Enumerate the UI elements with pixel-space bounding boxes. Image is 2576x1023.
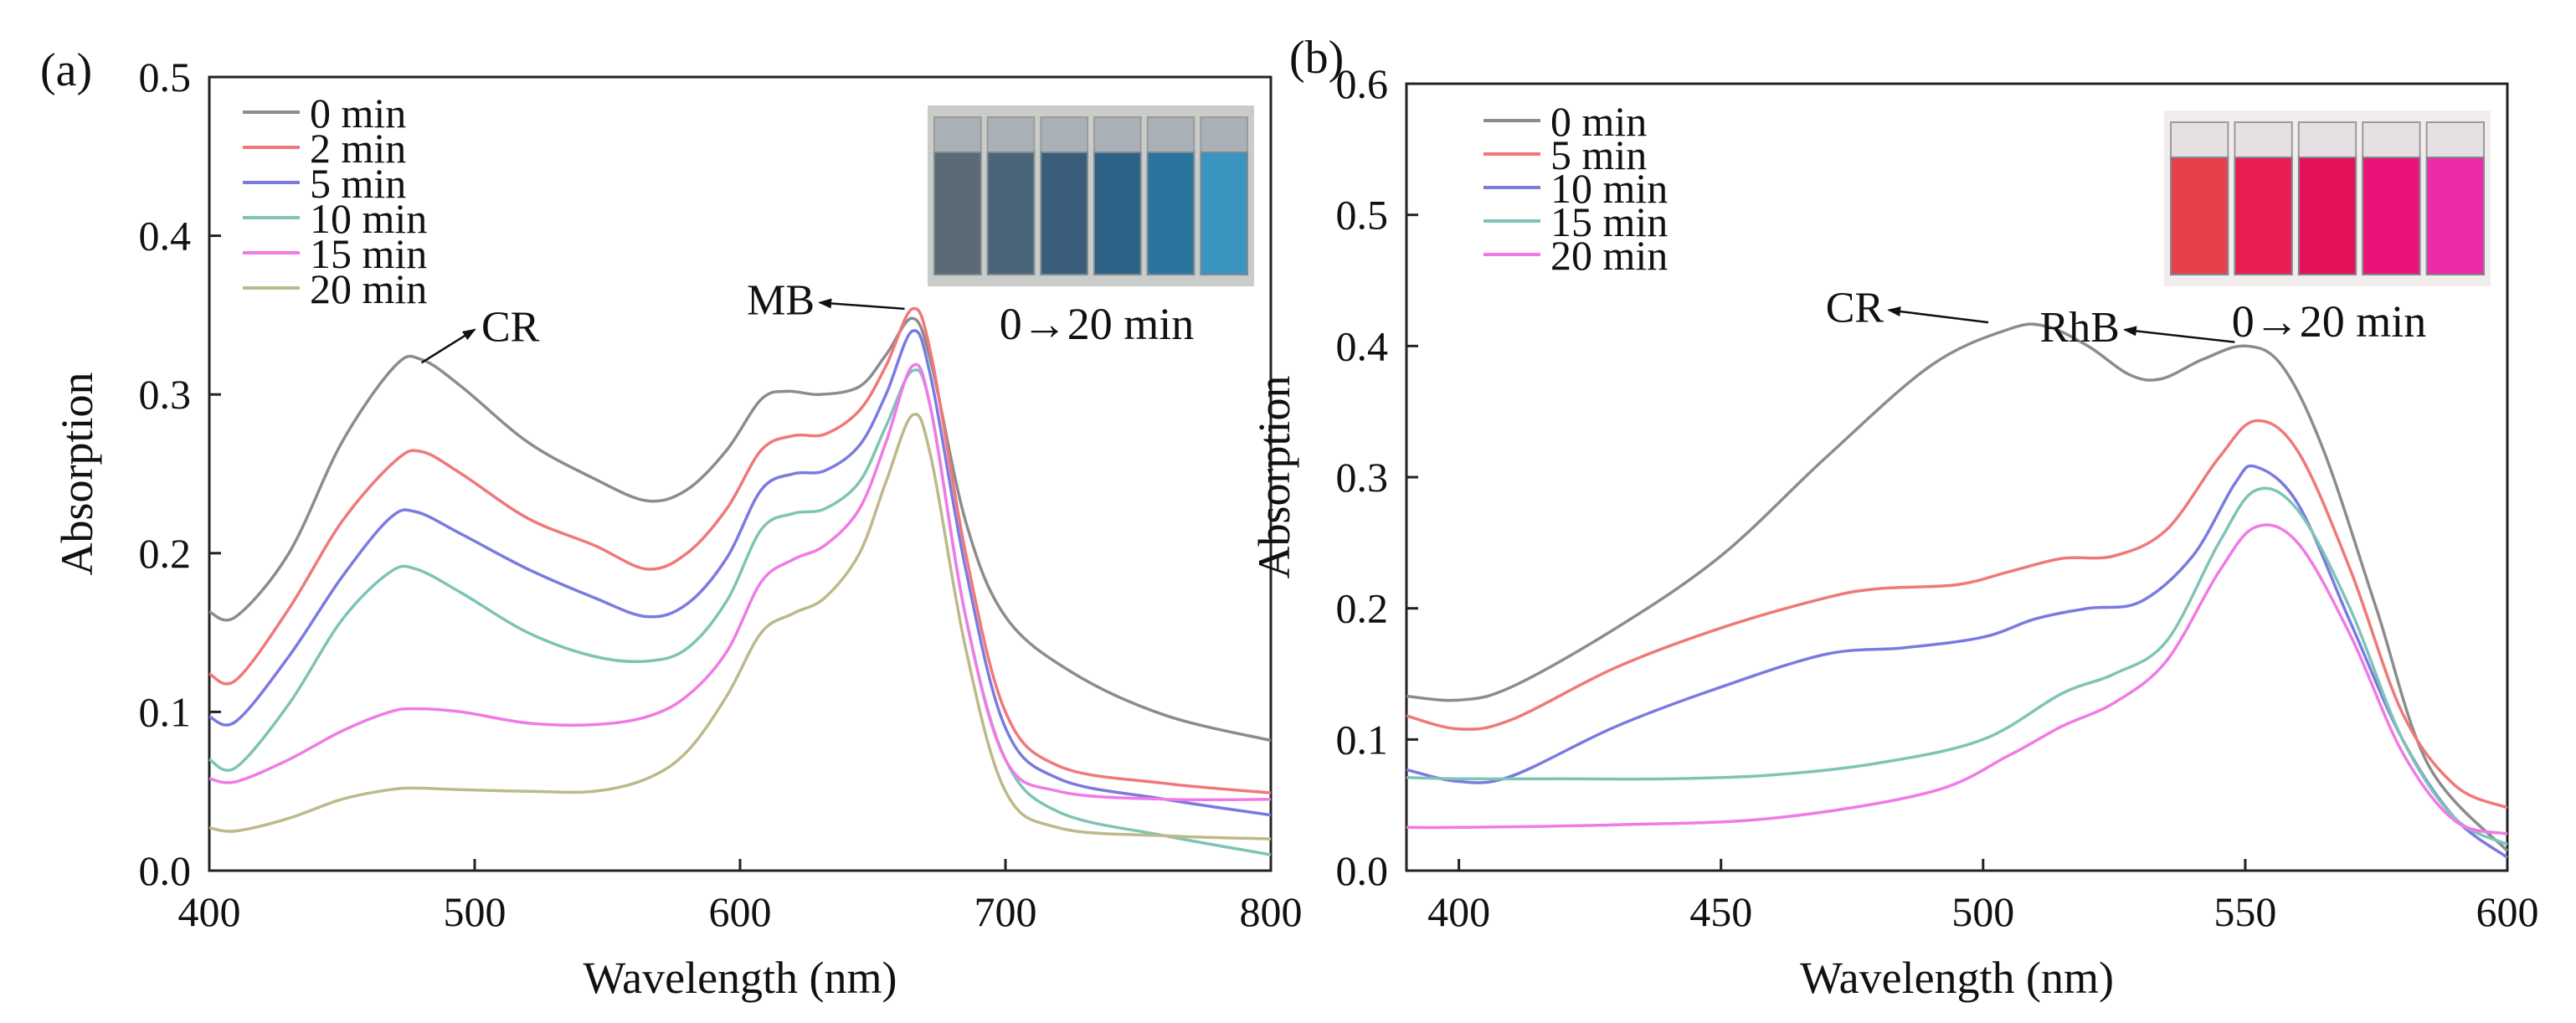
vial-cap-b-4 (2425, 121, 2486, 158)
annotation-arrow-b-1 (2122, 326, 2235, 343)
x-tick-label-550: 550 (2214, 888, 2276, 935)
series-line-a-5 (208, 413, 1272, 841)
vial-cap-b-2 (2297, 121, 2357, 158)
y-axis-title-b: Absorption (1249, 376, 1299, 579)
annotation-label-b-1: RhB (2040, 304, 2120, 352)
series-line-b-2 (1406, 464, 2509, 859)
x-tick-label-600: 600 (2476, 888, 2539, 935)
vial-cap-a-0 (933, 116, 982, 153)
x-tick-label-700: 700 (974, 888, 1037, 935)
x-tick-label-600: 600 (709, 888, 772, 935)
vial-cap-a-1 (986, 116, 1036, 153)
series-line-a-0 (208, 316, 1272, 743)
annotation-label-b-0: CR (1826, 284, 1884, 332)
series-line-b-4 (1406, 523, 2508, 835)
x-tick-label-500: 500 (1951, 888, 2014, 935)
legend-label-a-3: 10 min (310, 195, 427, 242)
legend-label-b-1: 5 min (1550, 131, 1647, 178)
y-tick-label-5: 0.5 (139, 54, 192, 100)
x-tick-label-800: 800 (1240, 888, 1303, 935)
inset-caption-b: 0→20 min (2232, 296, 2427, 347)
annotation-label-a-0: CR (481, 304, 540, 352)
legend-label-a-5: 20 min (310, 265, 427, 312)
legend-label-a-0: 0 min (310, 90, 406, 136)
vial-a-3 (1093, 152, 1142, 275)
legend-label-a-1: 2 min (310, 125, 406, 172)
vial-cap-a-3 (1093, 116, 1142, 153)
vial-cap-a-5 (1200, 116, 1249, 153)
legend-label-a-4: 15 min (310, 230, 427, 277)
y-tick-label-1: 0.1 (1336, 716, 1389, 763)
legend-label-b-0: 0 min (1550, 98, 1647, 145)
x-tick-label-400: 400 (178, 888, 241, 935)
legend-label-a-2: 5 min (310, 160, 406, 207)
x-tick-label-500: 500 (444, 888, 506, 935)
annotation-label-a-1: MB (747, 276, 815, 324)
series-line-a-4 (208, 362, 1272, 802)
y-tick-label-5: 0.5 (1336, 192, 1389, 239)
vial-a-2 (1040, 152, 1089, 275)
y-tick-label-3: 0.3 (1336, 454, 1389, 501)
y-axis-title-a: Absorption (52, 373, 102, 576)
annotation-arrow-a-0 (420, 328, 476, 364)
series-line-b-1 (1406, 419, 2508, 810)
y-tick-label-2: 0.2 (1336, 585, 1389, 632)
series-line-b-3 (1406, 486, 2508, 846)
annotation-arrow-a-1 (818, 298, 905, 311)
series-line-a-2 (208, 329, 1272, 817)
chart-panel-a: 400 500 600 700 800 0.0 0.1 0.2 0.3 0.4 0.5 Wavelen… (40, 44, 1303, 1003)
vial-b-4 (2425, 157, 2486, 275)
inset-photo-a (928, 105, 1254, 286)
y-tick-label-3: 0.3 (139, 371, 192, 418)
y-tick-label-4: 0.4 (1336, 322, 1389, 369)
vial-a-1 (986, 152, 1036, 275)
y-tick-label-1: 0.1 (139, 688, 192, 735)
vial-a-0 (933, 152, 982, 275)
y-tick-label-0: 0.0 (139, 847, 192, 894)
vial-b-3 (2362, 157, 2421, 275)
vial-b-1 (2234, 157, 2293, 275)
y-tick-label-2: 0.2 (139, 530, 192, 577)
legend-label-b-4: 20 min (1550, 232, 1668, 279)
vial-cap-b-3 (2362, 121, 2421, 158)
vial-cap-a-2 (1040, 116, 1089, 153)
inset-caption-a: 0→20 min (1000, 299, 1195, 349)
vial-a-5 (1200, 152, 1249, 275)
chart-panel-b: 400 450 500 550 600 0.0 0.1 0.2 0.3 0.4 0.5 0.6 Wave… (1249, 32, 2539, 1003)
panel-label-a: (a) (40, 44, 92, 96)
annotation-arrow-b-0 (1887, 306, 1989, 324)
panel-label-b: (b) (1289, 32, 1344, 84)
x-axis-title-b: Wavelength (nm) (1800, 953, 2114, 1003)
series-line-a-3 (208, 368, 1272, 856)
vial-a-4 (1146, 152, 1195, 275)
x-tick-label-450: 450 (1689, 888, 1752, 935)
series-line-b-0 (1406, 322, 2509, 852)
legend-label-b-3: 15 min (1550, 198, 1668, 245)
y-tick-label-4: 0.4 (139, 213, 192, 260)
y-tick-label-6: 0.6 (1336, 60, 1389, 107)
x-tick-label-400: 400 (1427, 888, 1490, 935)
vial-cap-a-4 (1146, 116, 1195, 153)
x-axis-title-a: Wavelength (nm) (583, 953, 897, 1003)
vial-b-0 (2170, 157, 2229, 275)
vial-cap-b-0 (2170, 121, 2229, 158)
legend-label-b-2: 10 min (1550, 165, 1668, 212)
series-line-a-1 (208, 306, 1272, 794)
vial-cap-b-1 (2234, 121, 2293, 158)
vial-b-2 (2297, 157, 2357, 275)
y-tick-label-0: 0.0 (1336, 847, 1389, 894)
